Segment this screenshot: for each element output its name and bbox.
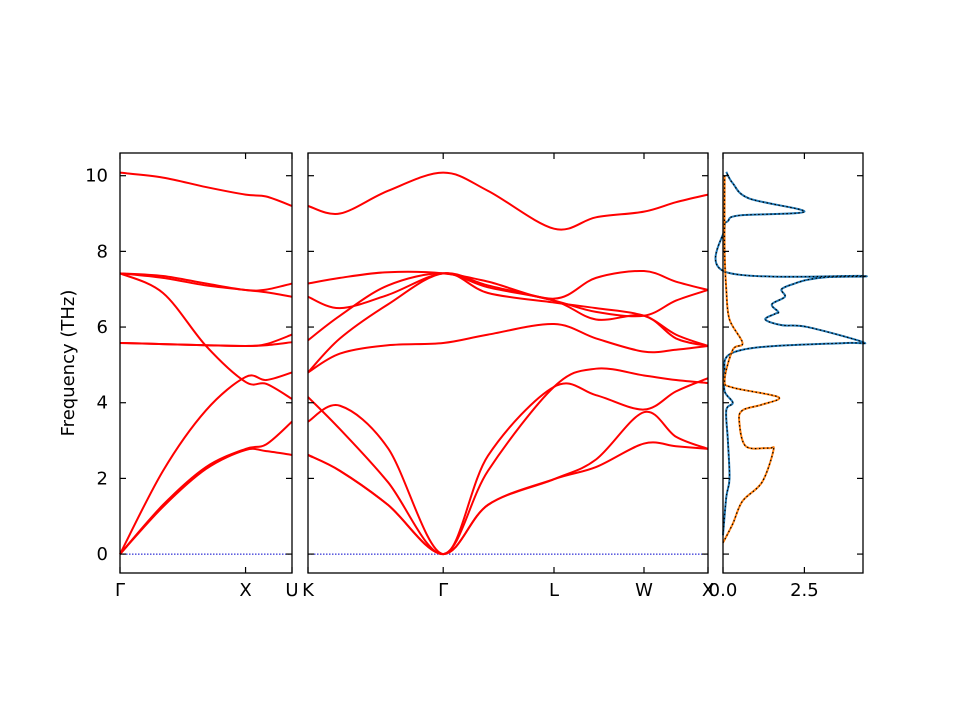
phonon-branch-4 — [119, 272, 293, 400]
y-tick-label: 0 — [97, 544, 108, 565]
phonon-branch-8 — [307, 367, 709, 556]
phonon-branch-1 — [119, 171, 293, 207]
phonon-branch-7 — [307, 377, 709, 556]
panel3-frame — [722, 152, 864, 574]
x-tick-label: 0.0 — [709, 580, 738, 601]
phonon-branch-10 — [307, 441, 709, 556]
x-tick-label: Γ — [115, 580, 125, 601]
band-panel-gamma-x-u: 0 2 4 6 8 10 Γ X U — [85, 152, 299, 601]
phonon-branch-9 — [119, 447, 293, 555]
y-tick-label: 4 — [97, 393, 108, 414]
phonon-branch-2 — [307, 269, 709, 300]
phonon-branch-3 — [307, 272, 709, 318]
x-tick-label: 2.5 — [790, 580, 819, 601]
x-tick-label: L — [549, 580, 559, 601]
x-tick-label: K — [302, 580, 315, 601]
y-axis-label: Frequency (THz) — [58, 290, 79, 437]
dos-panel: 0.0 2.5 — [709, 152, 868, 601]
dos-curve-dotted-1 — [714, 171, 868, 536]
y-tick-label: 2 — [97, 468, 108, 489]
phonon-branch-9 — [307, 410, 709, 556]
x-tick-label: U — [285, 580, 298, 601]
x-tick-label: X — [702, 580, 714, 601]
dos-curve-dotted-2 — [722, 175, 780, 544]
x-tick-label: W — [635, 580, 653, 601]
x-tick-label: Γ — [438, 580, 448, 601]
y-tick-label: 10 — [85, 166, 108, 187]
phonon-branch-3 — [119, 272, 293, 298]
panel1-frame — [119, 152, 293, 574]
phonon-branch-4 — [307, 272, 709, 347]
phonon-branch-6 — [119, 341, 293, 347]
x-tick-label: X — [239, 580, 251, 601]
phonon-branch-6 — [307, 323, 709, 374]
y-tick-label: 6 — [97, 317, 108, 338]
dos-curve-1 — [714, 171, 868, 536]
y-tick-label: 8 — [97, 241, 108, 262]
phonon-branch-5 — [307, 272, 709, 374]
phonon-branch-8 — [119, 420, 293, 555]
panel2-frame — [307, 152, 709, 574]
dos-curve-2 — [722, 175, 781, 544]
phonon-branch-7 — [119, 371, 293, 555]
phonon-branch-1 — [307, 171, 709, 231]
